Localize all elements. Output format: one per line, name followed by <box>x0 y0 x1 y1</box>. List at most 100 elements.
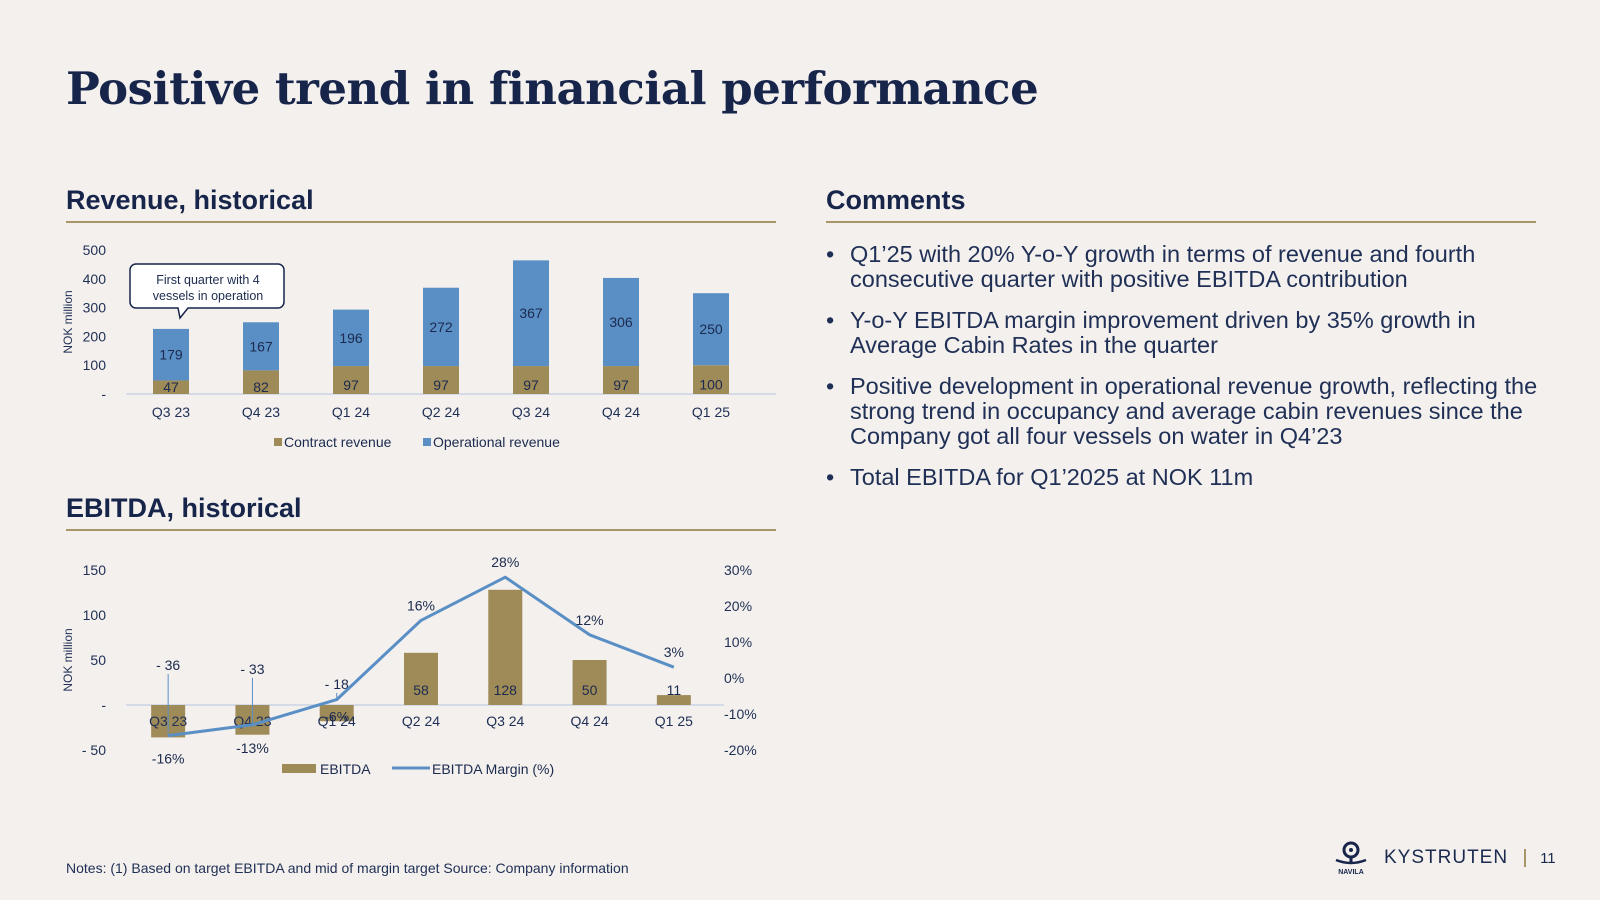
data-label-ebitda: - 18 <box>325 676 349 692</box>
comment-item: • Positive development in operational rev… <box>826 374 1546 449</box>
bar-ebitda <box>404 652 438 705</box>
revenue-title-rule <box>66 221 776 223</box>
legend-label-contract: Contract revenue <box>284 434 392 450</box>
data-label-contract: 97 <box>523 377 539 393</box>
data-label-margin: -13% <box>236 740 269 756</box>
data-label-margin: -16% <box>152 751 185 767</box>
footnote: Notes: (1) Based on target EBITDA and mi… <box>66 860 629 876</box>
bar-ebitda <box>572 660 607 705</box>
bullet-glyph: • <box>826 373 835 399</box>
x-tick-label: Q4 24 <box>571 713 609 729</box>
bar-contract-revenue <box>693 365 729 394</box>
data-label-contract: 97 <box>433 377 449 393</box>
havila-logo-icon: NAVILA <box>1335 841 1367 876</box>
y-axis-label: NOK million <box>61 290 75 353</box>
y-tick-label: 500 <box>83 242 107 258</box>
comment-item: • Q1’25 with 20% Y-o-Y growth in terms of… <box>826 242 1546 292</box>
legend-swatch-contract <box>274 438 282 446</box>
x-tick-label: Q1 24 <box>318 713 356 729</box>
y-axis-label: NOK million <box>61 628 75 691</box>
bar-contract-revenue <box>153 380 189 394</box>
x-tick-label: Q3 23 <box>149 713 187 729</box>
ebitda-section-title: EBITDA, historical <box>66 493 302 523</box>
data-label-contract: 100 <box>699 377 723 393</box>
y2-tick-label: 10% <box>724 634 752 650</box>
x-tick-label: Q1 24 <box>332 404 370 420</box>
callout-box: First quarter with 4 vessels in operation <box>129 263 285 320</box>
bar-operational-revenue <box>243 322 279 371</box>
data-label-contract: 82 <box>253 379 269 395</box>
x-tick-label: Q4 24 <box>602 404 640 420</box>
data-label-margin: 16% <box>407 597 435 613</box>
revenue-section-title: Revenue, historical <box>66 185 314 215</box>
comment-item: • Y-o-Y EBITDA margin improvement driven … <box>826 308 1546 358</box>
legend-label-ebitda: EBITDA <box>320 761 371 777</box>
bar-operational-revenue <box>513 260 549 367</box>
data-label-operational: 272 <box>429 319 453 335</box>
comment-text: Positive development in operational reve… <box>850 373 1538 449</box>
data-label-margin: 3% <box>664 644 684 660</box>
callout-text-line: vessels in operation <box>153 289 264 303</box>
data-label-operational: 250 <box>699 321 723 337</box>
ebitda-margin-line <box>167 575 675 738</box>
comments-list: • Q1’25 with 20% Y-o-Y growth in terms of… <box>826 242 1546 506</box>
x-tick-label: Q3 23 <box>152 404 190 420</box>
x-tick-label: Q3 24 <box>512 404 550 420</box>
y-tick-label: 150 <box>83 562 107 578</box>
logo-word: NAVILA <box>1338 869 1364 876</box>
y-tick-label: - 50 <box>82 742 106 758</box>
bar-contract-revenue <box>423 366 459 394</box>
data-label-margin: 28% <box>491 554 519 570</box>
bullet-glyph: • <box>826 307 835 333</box>
legend-swatch-ebitda <box>282 764 316 773</box>
data-label-ebitda: - 36 <box>156 657 180 673</box>
y-tick-label: 50 <box>90 652 106 668</box>
comment-text: Q1’25 with 20% Y-o-Y growth in terms of … <box>850 241 1476 292</box>
page-title: Positive trend in financial performance <box>66 62 1039 115</box>
bar-ebitda <box>656 695 691 705</box>
footer-brand: NAVILA KYSTRUTEN 11 <box>1328 838 1556 878</box>
data-label-ebitda: 128 <box>494 682 518 698</box>
bar-operational-revenue <box>603 277 639 367</box>
y-tick-label: - <box>101 386 106 402</box>
bar-contract-revenue <box>513 366 549 394</box>
y2-tick-label: -20% <box>724 742 757 758</box>
bar-ebitda <box>488 589 523 705</box>
data-label-contract: 97 <box>343 377 359 393</box>
bar-operational-revenue <box>333 309 369 367</box>
y-tick-label: 400 <box>83 271 107 287</box>
legend-label-margin: EBITDA Margin (%) <box>432 761 554 777</box>
brand-name: KYSTRUTEN <box>1384 847 1509 868</box>
y-tick-label: 300 <box>83 300 107 316</box>
page-number: 11 <box>1540 849 1556 867</box>
data-label-ebitda: 11 <box>667 682 682 698</box>
data-label-margin: -6% <box>324 709 349 725</box>
comment-text: Total EBITDA for Q1’2025 at NOK 11m <box>850 464 1254 490</box>
data-label-contract: 97 <box>613 377 629 393</box>
legend-swatch-operational <box>423 438 431 446</box>
x-tick-label: Q2 24 <box>402 713 440 729</box>
comment-item: • Total EBITDA for Q1’2025 at NOK 11m <box>826 465 1546 490</box>
data-label-operational: 167 <box>249 338 273 354</box>
bar-operational-revenue <box>153 328 189 381</box>
brand-separator <box>1524 849 1527 867</box>
callout-shape <box>129 263 285 320</box>
y2-tick-label: 0% <box>724 670 744 686</box>
y2-tick-label: 30% <box>724 562 752 578</box>
data-label-ebitda: - 33 <box>240 661 264 677</box>
y-tick-label: 100 <box>83 357 107 373</box>
y2-tick-label: -10% <box>724 706 757 722</box>
x-tick-label: Q4 23 <box>242 404 280 420</box>
revenue-chart: NOK million - 100 200 300 400 500 47 179 Q3 23 82 1… <box>61 242 776 450</box>
bar-operational-revenue <box>423 287 459 367</box>
bullet-glyph: • <box>826 241 835 267</box>
comments-section-title: Comments <box>826 185 966 215</box>
y-tick-label: 200 <box>83 328 107 344</box>
data-label-operational: 196 <box>339 330 363 346</box>
bar-operational-revenue <box>693 293 729 366</box>
bar-contract-revenue <box>603 366 639 394</box>
data-label-operational: 367 <box>519 305 543 321</box>
legend-label-operational: Operational revenue <box>433 434 560 450</box>
y-tick-label: 100 <box>83 607 107 623</box>
x-tick-label: Q2 24 <box>422 404 460 420</box>
